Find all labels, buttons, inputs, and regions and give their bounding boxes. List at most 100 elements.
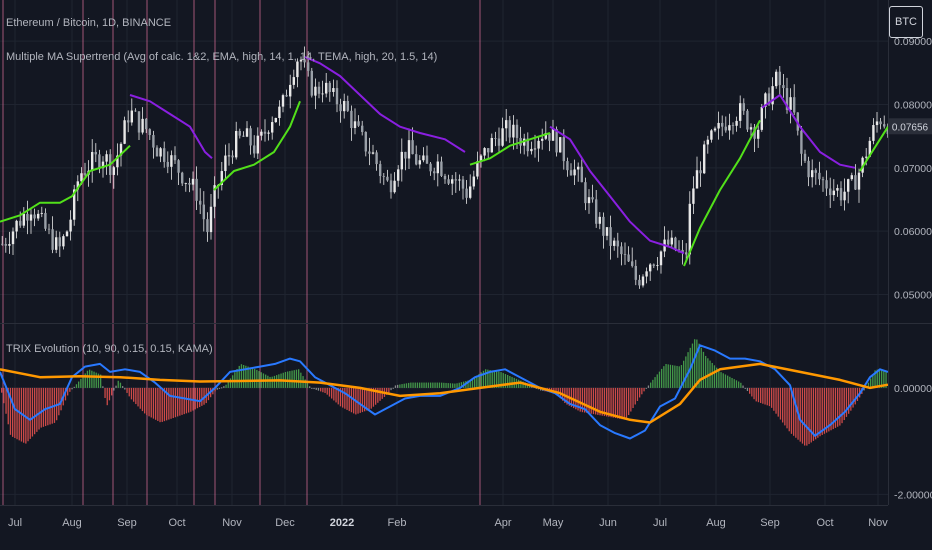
time-tick-label: Jun	[599, 517, 617, 529]
histogram-bar	[478, 373, 480, 388]
histogram-bar	[133, 387, 135, 402]
histogram-bar	[326, 387, 328, 395]
histogram-bar	[9, 387, 12, 435]
histogram-bar	[324, 387, 326, 393]
candle-body	[11, 231, 15, 245]
histogram-bar	[357, 387, 359, 414]
candle-body	[166, 161, 169, 167]
supertrend-legend[interactable]: Multiple MA Supertrend (Avg of calc. 1&2…	[6, 51, 438, 63]
candle-body	[875, 121, 879, 126]
histogram-bar	[146, 387, 148, 416]
candle-body	[490, 138, 493, 153]
candle-body	[263, 131, 267, 134]
candle-body	[353, 121, 357, 129]
histogram-bar	[82, 376, 84, 388]
candle-body	[436, 161, 439, 174]
histogram-bar	[834, 387, 837, 428]
candle-body	[418, 160, 421, 165]
candle-body	[242, 135, 245, 137]
histogram-bar	[751, 387, 753, 397]
candle-body	[83, 173, 87, 175]
candle-body	[587, 197, 591, 204]
histogram-bar	[698, 343, 700, 388]
price-axis[interactable]: 0.07656 0.09000 0.08000 0.07000 0.06000 0.050…	[889, 36, 932, 302]
currency-button[interactable]: BTC	[889, 6, 923, 38]
candle-body	[659, 251, 663, 266]
candle-body	[407, 140, 411, 159]
histogram-bar	[867, 382, 870, 388]
time-axis[interactable]: Jul Aug Sep Oct Nov Dec 2022 Feb Apr May Jun Jul Aug…	[8, 517, 888, 529]
histogram-bar	[344, 387, 346, 409]
price-tick-label: 0.07000	[894, 163, 932, 175]
candle-body	[623, 254, 627, 255]
histogram-bar	[128, 387, 130, 397]
candle-body	[487, 148, 490, 153]
candle-body	[602, 216, 605, 236]
candle-body	[807, 160, 810, 178]
candle-body	[397, 169, 400, 181]
symbol-title[interactable]: Ethereum / Bitcoin, 1D, BINANCE	[6, 17, 172, 29]
time-tick-label: Aug	[62, 517, 82, 529]
histogram-bar	[42, 387, 45, 427]
candle-body	[58, 237, 61, 247]
histogram-bar	[742, 385, 744, 388]
candle-body	[62, 236, 65, 247]
candle-body	[181, 172, 184, 184]
price-tick-label: 0.08000	[894, 100, 932, 112]
histogram-bar	[245, 365, 247, 388]
histogram-bar	[421, 382, 423, 388]
histogram-bar	[27, 387, 29, 442]
histogram-bar	[216, 387, 218, 390]
histogram-bar	[449, 383, 452, 388]
histogram-bar	[502, 373, 504, 388]
candle-body	[371, 152, 375, 154]
candle-body	[37, 213, 40, 219]
candle-body	[775, 71, 778, 87]
histogram-bar	[71, 387, 73, 390]
histogram-bar	[793, 387, 795, 436]
histogram-bar	[401, 384, 403, 388]
histogram-bar	[713, 365, 716, 388]
signal-line	[0, 362, 889, 424]
candle-body	[688, 203, 691, 255]
time-tick-label: Dec	[275, 517, 295, 529]
candle-body	[670, 237, 673, 245]
histogram-bar	[740, 382, 742, 388]
candle-body	[155, 147, 159, 157]
time-tick-label: Jul	[653, 517, 667, 529]
histogram-bar	[491, 370, 493, 388]
histogram-bar	[788, 387, 790, 432]
histogram-bar	[157, 387, 159, 421]
candle-body	[249, 128, 252, 146]
histogram-bar	[575, 387, 577, 410]
candle-body	[836, 188, 839, 191]
candle-body	[357, 121, 360, 126]
histogram-bar	[815, 387, 817, 440]
histogram-bar	[821, 387, 823, 435]
histogram-bar	[665, 363, 667, 388]
candle-body	[274, 118, 277, 123]
candle-body	[361, 125, 364, 132]
candle-body	[440, 161, 443, 176]
histogram-bar	[672, 365, 674, 388]
candle-body	[778, 71, 781, 86]
candle-body	[573, 169, 576, 176]
histogram-bar	[243, 364, 245, 388]
candle-body	[116, 155, 119, 168]
histogram-bar	[403, 383, 405, 388]
candle-body	[872, 125, 875, 141]
histogram-bar	[150, 387, 152, 418]
candle-body	[33, 214, 36, 219]
candle-body	[814, 170, 817, 173]
time-tick-label: Aug	[706, 517, 726, 529]
candle-body	[497, 138, 501, 146]
indicator-axis[interactable]: 0.00000 -2.00000	[894, 383, 932, 501]
trix-legend[interactable]: TRIX Evolution (10, 90, 0.15, 0.15, KAMA…	[6, 343, 213, 355]
candle-body	[382, 176, 385, 177]
candle-body	[681, 249, 684, 253]
candle-body	[350, 110, 353, 129]
price-candles[interactable]	[1, 46, 889, 289]
candle-body	[296, 61, 299, 78]
histogram-bar	[247, 366, 249, 388]
